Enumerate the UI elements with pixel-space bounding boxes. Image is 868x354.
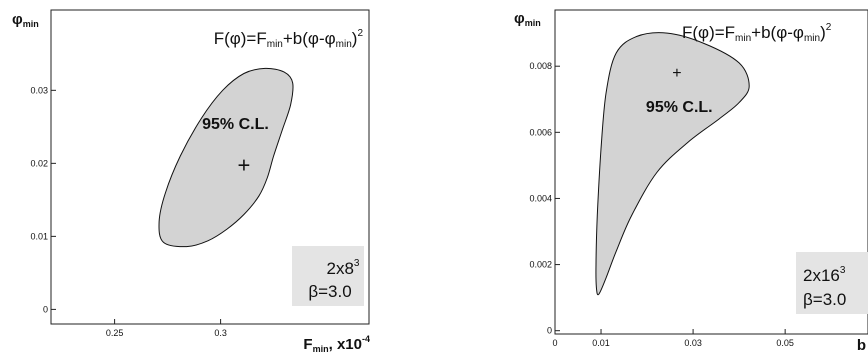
right-formula-pre: F(φ)=F bbox=[682, 23, 735, 42]
left-info-size-text: 2x8 bbox=[327, 259, 354, 278]
right-formula-mid: +b(φ-φ bbox=[751, 23, 804, 42]
left-x-tick-label: 0.3 bbox=[214, 328, 227, 338]
left-info-size: 2x83 bbox=[327, 258, 360, 278]
left-formula-mid: +b(φ-φ bbox=[283, 29, 336, 48]
left-y-axis-label: φmin bbox=[12, 11, 39, 29]
left-x-ticks: 0.25 0.3 bbox=[106, 319, 227, 338]
right-y-axis-label-main: φ bbox=[514, 10, 525, 27]
right-x-ticks: 0 0.01 0.03 0.05 bbox=[552, 329, 794, 348]
right-x-axis-label: b bbox=[857, 337, 866, 354]
left-y-tick-label: 0 bbox=[43, 304, 48, 314]
left-chart: 0.25 0.3 00.010.020.03 + 95% C.L. F(φ)=Fm… bbox=[12, 9, 370, 354]
right-best-fit-point: + bbox=[672, 65, 681, 82]
right-x-tick-label: 0.03 bbox=[684, 338, 702, 348]
right-y-tick-label: 0.002 bbox=[529, 260, 552, 270]
left-info-box bbox=[292, 246, 364, 306]
right-y-axis-label: φmin bbox=[514, 10, 541, 28]
right-formula-sub1: min bbox=[735, 33, 751, 44]
left-y-axis-label-main: φ bbox=[12, 11, 23, 28]
right-x-tick-label: 0.05 bbox=[776, 338, 794, 348]
left-y-axis-label-sub: min bbox=[23, 19, 39, 29]
right-plot-frame bbox=[554, 9, 868, 335]
left-formula: F(φ)=Fmin+b(φ-φmin)2 bbox=[214, 28, 364, 50]
right-y-axis-label-sub: min bbox=[525, 18, 541, 28]
right-formula-sup: 2 bbox=[826, 22, 832, 33]
left-confidence-region bbox=[158, 67, 294, 248]
left-formula-pre: F(φ)=F bbox=[214, 29, 267, 48]
left-formula-post: ) bbox=[352, 29, 358, 48]
right-y-tick-label: 0.006 bbox=[529, 127, 552, 137]
left-formula-sub1: min bbox=[267, 39, 283, 50]
left-region-label: 95% C.L. bbox=[202, 116, 269, 133]
left-y-tick-label: 0.03 bbox=[30, 85, 48, 95]
left-best-fit-point: + bbox=[237, 153, 250, 178]
right-y-tick-label: 0.004 bbox=[529, 193, 552, 203]
right-y-tick-label: 0.008 bbox=[529, 61, 552, 71]
left-region-group bbox=[158, 67, 294, 248]
right-confidence-region bbox=[595, 32, 750, 296]
left-x-axis-label-exp: -4 bbox=[362, 334, 370, 344]
right-info-box bbox=[796, 252, 868, 314]
right-formula-sub2: min bbox=[804, 33, 820, 44]
left-formula-sub2: min bbox=[336, 39, 352, 50]
right-info-size-sup: 3 bbox=[840, 265, 846, 276]
left-x-tick-label: 0.25 bbox=[106, 328, 124, 338]
left-y-tick-label: 0.01 bbox=[30, 231, 48, 241]
left-x-axis-label-tail: , x10 bbox=[329, 336, 362, 353]
left-info-size-sup: 3 bbox=[354, 258, 360, 269]
right-info-size: 2x163 bbox=[803, 265, 846, 285]
right-formula: F(φ)=Fmin+b(φ-φmin)2 bbox=[682, 22, 832, 44]
left-x-axis-label-main: F bbox=[303, 336, 312, 353]
right-region-label: 95% C.L. bbox=[646, 99, 713, 116]
left-info-beta: β=3.0 bbox=[308, 282, 351, 301]
right-formula-post: ) bbox=[820, 23, 826, 42]
left-y-ticks: 0 0.01 0.02 0.03 bbox=[30, 85, 56, 314]
right-region-group bbox=[595, 32, 750, 296]
left-x-axis-label: Fmin, x10-4 bbox=[303, 334, 370, 354]
right-y-tick-label: 0 bbox=[547, 326, 552, 336]
right-info-size-text: 2x16 bbox=[803, 266, 840, 285]
right-chart: 0 0.01 0.03 0.05 0 0.002 0.004 0.006 0.008 + 95… bbox=[514, 9, 868, 354]
left-formula-sup: 2 bbox=[357, 28, 363, 39]
left-x-axis-label-sub: min bbox=[313, 344, 329, 354]
left-plot-frame bbox=[50, 9, 370, 325]
right-info-beta: β=3.0 bbox=[803, 290, 846, 309]
right-x-tick-label: 0 bbox=[552, 338, 557, 348]
right-x-tick-label: 0.01 bbox=[592, 338, 610, 348]
right-y-ticks: 0 0.002 0.004 0.006 0.008 bbox=[529, 61, 560, 336]
left-y-tick-label: 0.02 bbox=[30, 158, 48, 168]
